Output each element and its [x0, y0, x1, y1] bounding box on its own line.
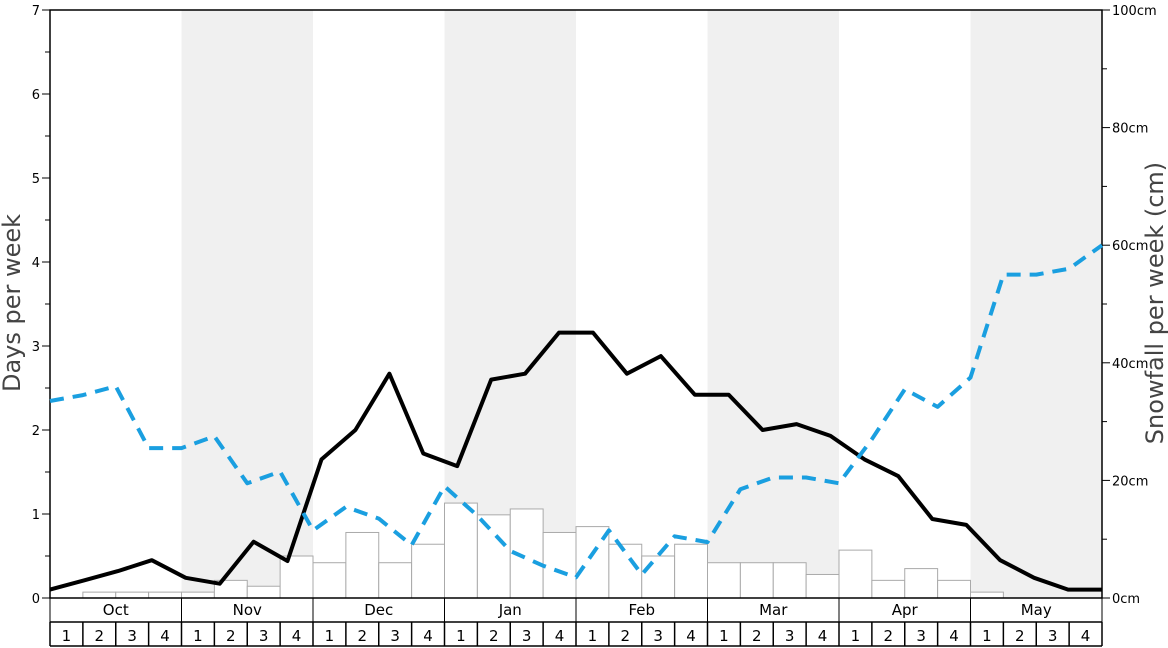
snow-days-bar: [739, 562, 774, 599]
snow-days-bar: [148, 591, 182, 599]
month-label: Nov: [233, 601, 262, 619]
week-label: 4: [555, 627, 565, 645]
x-axis-weeks: 1 2 3 4 1 2 3 4 1 2 3 4 1 2 3 4 1 2 3 4 1 2 3 4 1 2 3 4 1 2 3 4: [49, 622, 1103, 647]
week-label: 3: [1048, 627, 1058, 645]
week-label: 2: [358, 627, 368, 645]
week-label: 1: [982, 627, 992, 645]
week-label: 2: [1015, 627, 1025, 645]
month-band: [970, 10, 1102, 598]
left-tick-label: 6: [32, 88, 40, 103]
snow-days-bar: [115, 591, 150, 599]
right-tick-label: 40cm: [1112, 357, 1148, 372]
snow-days-bar: [181, 591, 215, 599]
month-band: [707, 10, 839, 598]
month-label: Dec: [364, 601, 393, 619]
month-band: [181, 10, 313, 598]
right-tick-label: 20cm: [1112, 474, 1148, 489]
snow-days-bar: [82, 591, 117, 599]
week-label: 3: [259, 627, 269, 645]
snow-days-bar: [378, 562, 413, 599]
left-tick-label: 7: [32, 4, 40, 19]
x-axis-months: Oct Nov Dec Jan Feb Mar Apr May: [49, 598, 1103, 623]
week-label: 1: [851, 627, 861, 645]
lines: [49, 243, 1104, 592]
week-label: 1: [325, 627, 335, 645]
month-label: May: [1021, 601, 1052, 619]
month-label: Oct: [103, 601, 129, 619]
week-label: 2: [489, 627, 499, 645]
week-label: 4: [949, 627, 959, 645]
week-label: 1: [588, 627, 598, 645]
month-label: Feb: [628, 601, 655, 619]
snow-days-bar: [641, 555, 676, 599]
left-tick-label: 0: [32, 592, 40, 607]
right-axis-title: Snowfall per week (cm): [1141, 162, 1168, 444]
snow-days-bar: [805, 573, 840, 599]
right-tick-label: 100cm: [1112, 4, 1157, 19]
week-label: 2: [95, 627, 105, 645]
month-bands: [181, 10, 1102, 598]
week-label: 1: [62, 627, 72, 645]
week-label: 4: [1081, 627, 1091, 645]
left-tick-label: 2: [32, 424, 40, 439]
snow-days-bar: [904, 568, 939, 599]
left-tick-label: 3: [32, 340, 40, 355]
snow-days-bar: [970, 591, 1004, 599]
week-label: 2: [884, 627, 894, 645]
week-label: 2: [621, 627, 631, 645]
snow-days-bar: [772, 562, 807, 599]
week-label: 4: [160, 627, 170, 645]
right-tick-label: 0cm: [1112, 592, 1140, 607]
week-label: 2: [752, 627, 762, 645]
week-label: 1: [193, 627, 203, 645]
bars: [82, 502, 1004, 599]
week-label: 1: [456, 627, 466, 645]
month-label: Mar: [759, 601, 788, 619]
week-label: 4: [818, 627, 828, 645]
month-label: Apr: [892, 601, 919, 619]
snow-days-bar: [542, 531, 577, 599]
snow-days-bar: [608, 543, 643, 599]
left-axis-title: Days per week: [0, 214, 26, 392]
snow-days-bar: [246, 585, 281, 599]
week-label: 3: [653, 627, 663, 645]
week-label: 4: [292, 627, 302, 645]
week-label: 4: [423, 627, 433, 645]
snow-days-bar: [312, 562, 347, 599]
week-label: 2: [226, 627, 236, 645]
week-label: 1: [719, 627, 729, 645]
left-tick-label: 5: [32, 172, 40, 187]
snow-days-bar: [937, 579, 971, 599]
left-tick-label: 1: [32, 508, 40, 523]
right-tick-label: 80cm: [1112, 122, 1148, 137]
right-tick-label: 60cm: [1112, 239, 1148, 254]
snow-days-bar: [707, 562, 741, 599]
snow-days-bar: [444, 502, 478, 599]
snow-days-bar: [838, 549, 873, 599]
week-label: 4: [686, 627, 696, 645]
snow-depth-line: [49, 330, 1102, 592]
snow-days-bar: [476, 514, 511, 599]
snow-days-bar: [411, 543, 445, 599]
snow-days-bar: [871, 579, 906, 599]
snow-days-bar: [279, 555, 314, 599]
week-label: 3: [522, 627, 532, 645]
left-tick-label: 4: [32, 256, 40, 271]
week-label: 3: [785, 627, 795, 645]
snowfall-dashed-line: [49, 243, 1104, 580]
snow-days-bar: [674, 543, 708, 599]
left-axis: 0 1 2 3 4 5 6 7: [32, 4, 50, 607]
month-band: [444, 10, 576, 598]
week-label: 3: [390, 627, 400, 645]
week-label: 3: [916, 627, 926, 645]
month-label: Jan: [498, 601, 522, 619]
week-label: 3: [127, 627, 137, 645]
snow-days-bar: [345, 531, 380, 599]
right-axis: 0cm 20cm 40cm 60cm 80cm 100cm: [1102, 4, 1157, 607]
